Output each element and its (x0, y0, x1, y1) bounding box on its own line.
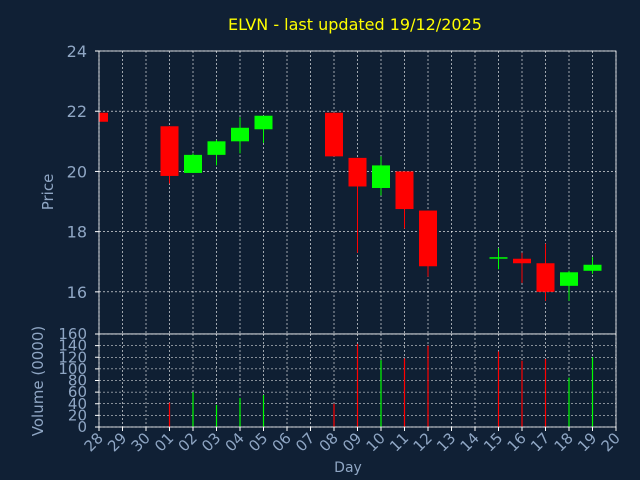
candle-body (99, 112, 108, 122)
chart-title: ELVN - last updated 19/12/2025 (228, 15, 482, 34)
candle-body (348, 157, 367, 187)
price-tick-label: 16 (67, 283, 87, 302)
candle-body (160, 126, 179, 176)
candle-body (395, 171, 414, 210)
price-tick-label: 18 (67, 223, 87, 242)
volume-tick-label: 100 (58, 360, 87, 378)
price-panel: 16 18 20 22 24 (67, 42, 617, 335)
volume-tick-label: 20 (68, 406, 87, 424)
price-tick-label: 24 (67, 42, 87, 61)
volume-tick-label: 120 (58, 348, 87, 366)
candle-body (560, 272, 578, 286)
candle-body (489, 257, 508, 259)
volume-tick-label: 140 (58, 337, 87, 355)
candle-body (184, 154, 202, 173)
candle-body (536, 263, 555, 292)
day-axis-label: Day (334, 460, 362, 476)
volume-tick-label: 80 (68, 372, 87, 390)
candle-body (372, 165, 390, 188)
volume-tick-label: 160 (58, 325, 87, 343)
candle-body (207, 141, 226, 155)
candle-body (419, 210, 437, 267)
volume-panel-border (98, 333, 617, 428)
candle-body (513, 258, 531, 264)
candle-body (325, 112, 343, 157)
candle-body (583, 264, 602, 271)
price-tick-label: 22 (67, 102, 87, 121)
volume-tick-label: 40 (68, 395, 87, 413)
volume-tick-label: 60 (68, 383, 87, 401)
price-axis-label: Price (39, 174, 57, 211)
volume-axis-label: Volume (0000) (29, 326, 47, 436)
price-tick-label: 20 (67, 162, 87, 181)
candle-body (254, 115, 273, 130)
candle-body (231, 127, 249, 142)
volume-tick-label: 0 (77, 418, 87, 436)
